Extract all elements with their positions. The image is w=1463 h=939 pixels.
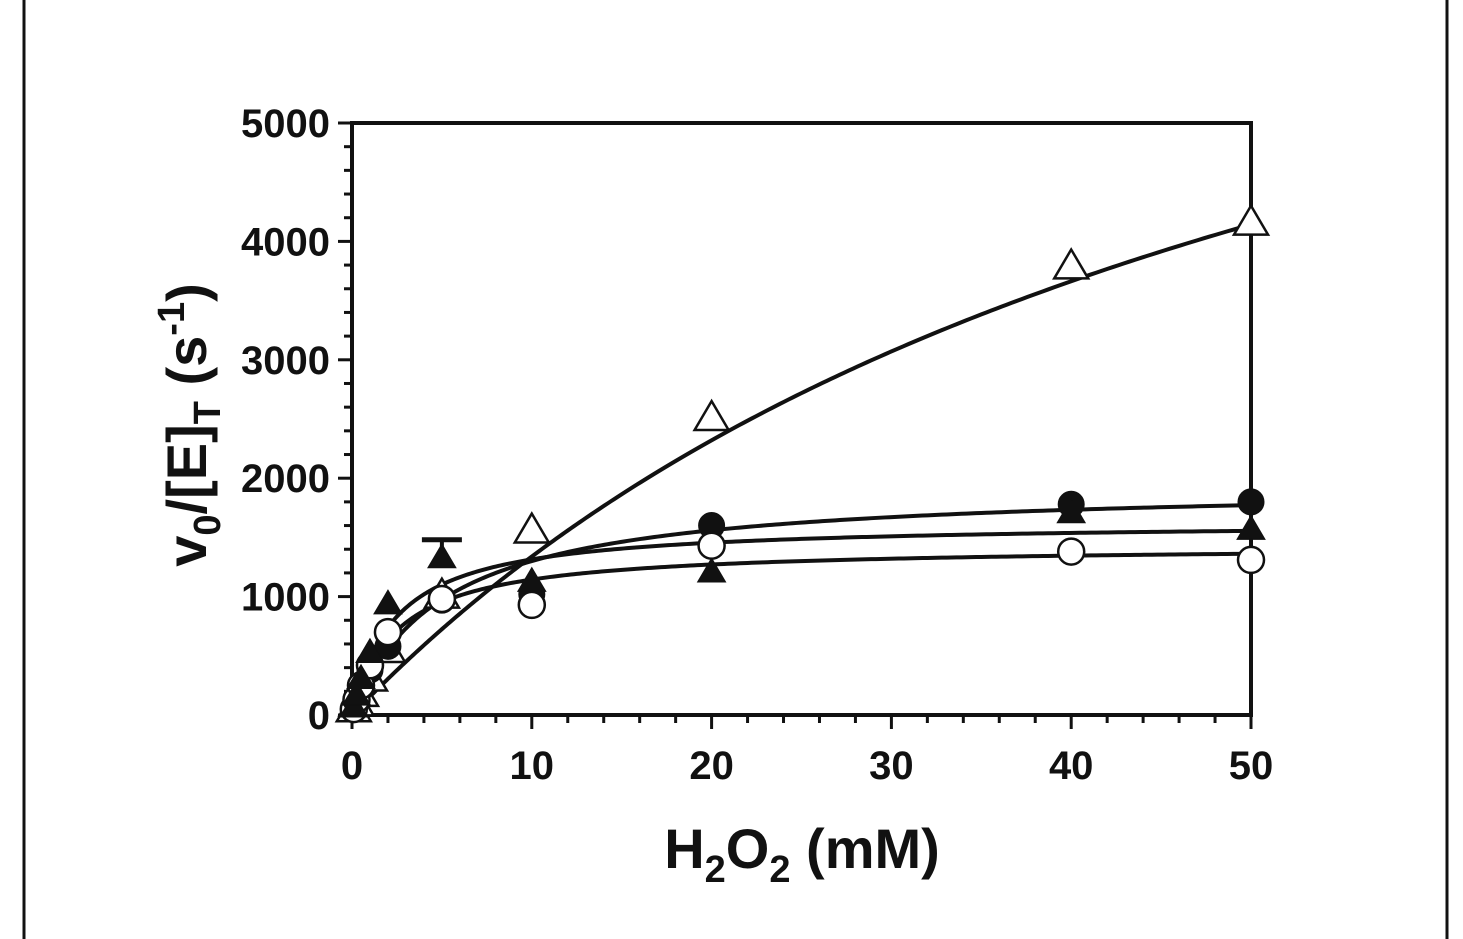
axes: 0 1000 2000 3000 4000 5000 0 10 20 30 40 50 xyxy=(241,102,1273,788)
y-axis-title-v: v xyxy=(155,536,218,567)
point-filled-triangle xyxy=(1236,514,1266,540)
y-axis-title-sup: -1 xyxy=(151,302,193,336)
point-open-circle xyxy=(1056,537,1086,566)
point-filled-triangle xyxy=(696,557,727,583)
x-tick-label: 0 xyxy=(341,744,363,788)
point-filled-triangle xyxy=(346,663,376,690)
y-axis-title-sub0: 0 xyxy=(187,514,229,535)
point-open-circle xyxy=(373,617,403,647)
point-open-triangle xyxy=(512,511,551,544)
y-axis-title-subT: T xyxy=(187,401,229,424)
fit-curve-open-triangle xyxy=(350,222,1252,717)
y-axis-title-mid: /[E] xyxy=(155,424,218,514)
point-filled-triangle xyxy=(427,542,457,569)
point-open-triangle xyxy=(1052,247,1091,280)
y-axis-title-close: ) xyxy=(155,283,218,302)
x-axis-title-rest: (mM) xyxy=(791,817,940,880)
plot-frame xyxy=(350,121,1253,717)
fit-curve-filled-circle xyxy=(350,503,1252,716)
x-axis-title-base: H xyxy=(664,817,704,880)
point-open-triangle xyxy=(1231,203,1271,236)
point-filled-triangle xyxy=(373,589,403,615)
data-markers xyxy=(334,203,1271,724)
x-axis-title-sub1: 2 xyxy=(705,849,726,891)
fit-curves xyxy=(350,222,1252,717)
y-tick-label: 5000 xyxy=(241,102,330,146)
point-filled-triangle xyxy=(341,680,372,706)
y-tick-label: 1000 xyxy=(241,576,330,620)
x-axis-title-sub2: 2 xyxy=(769,849,790,891)
y-axis-title: v0/[E]T (s-1) xyxy=(151,283,229,567)
point-open-triangle xyxy=(692,398,731,432)
point-filled-circle xyxy=(1237,488,1265,516)
x-axis-title: H2O2 (mM) xyxy=(664,817,940,891)
y-tick-label: 2000 xyxy=(241,457,330,501)
point-filled-triangle xyxy=(516,566,547,592)
y-axis-title-rest: (s xyxy=(155,336,218,401)
y-tick-label: 4000 xyxy=(241,220,330,264)
x-axis-title-mid: O xyxy=(726,817,770,880)
y-tick-label: 3000 xyxy=(241,339,330,383)
fit-curve-filled-triangle xyxy=(350,528,1252,716)
point-filled-triangle xyxy=(355,637,385,663)
point-open-circle xyxy=(697,531,726,560)
x-tick-label: 40 xyxy=(1049,744,1094,788)
x-tick-label: 50 xyxy=(1229,744,1274,788)
x-tick-label: 20 xyxy=(689,744,734,788)
x-tick-label: 10 xyxy=(510,744,555,788)
y-tick-label: 0 xyxy=(308,694,330,738)
x-tick-label: 30 xyxy=(869,744,914,788)
point-open-circle xyxy=(427,584,457,614)
point-open-circle xyxy=(1236,545,1266,575)
point-filled-triangle xyxy=(1056,497,1087,524)
point-open-circle xyxy=(517,590,547,620)
